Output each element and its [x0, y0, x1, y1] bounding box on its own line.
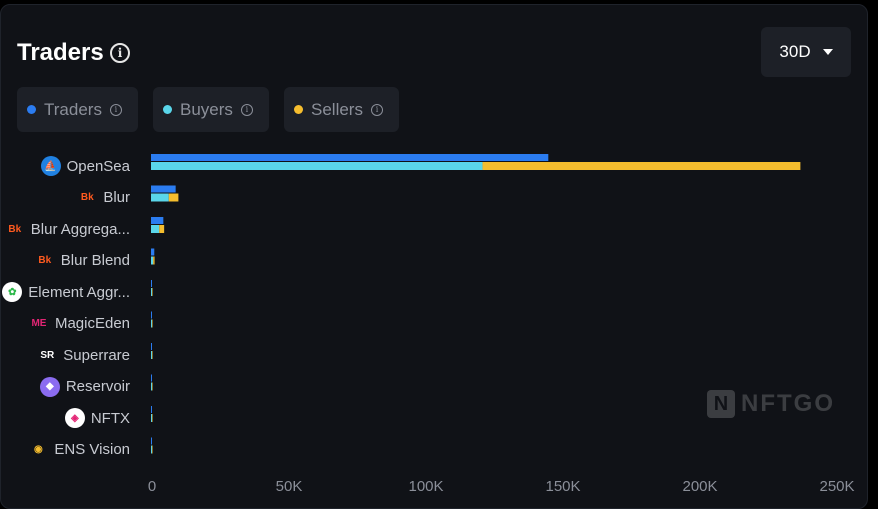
bar-sellers[interactable] — [159, 225, 165, 233]
bar-sellers[interactable] — [152, 319, 153, 328]
category-label: ME MagicEden — [29, 312, 130, 336]
bar-sellers[interactable] — [482, 162, 801, 170]
blur-icon: Bk — [80, 192, 94, 203]
bar-buyers[interactable] — [151, 445, 152, 454]
legend-label: Buyers — [180, 99, 233, 119]
bar-buyers[interactable] — [151, 288, 152, 296]
bar-sellers[interactable] — [152, 414, 153, 422]
category-label-text: ENS Vision — [54, 441, 130, 458]
bar-traders[interactable] — [151, 217, 164, 224]
x-tick-label: 150K — [545, 478, 581, 495]
legend-traders[interactable]: Traders i — [17, 87, 138, 132]
bar-buyers[interactable] — [151, 225, 160, 233]
legend-dot-icon — [27, 105, 36, 114]
category-label: ⛵ OpenSea — [40, 154, 130, 178]
blur-icon: Bk — [38, 255, 52, 266]
x-tick-label: 100K — [408, 478, 444, 495]
category-label: ◆ Reservoir — [39, 375, 130, 399]
bar-traders[interactable] — [151, 343, 152, 350]
element-icon: ✿ — [2, 282, 23, 302]
bar-traders[interactable] — [151, 374, 152, 382]
bar-traders[interactable] — [151, 280, 152, 287]
x-tick-label: 50K — [275, 478, 303, 495]
legend-sellers[interactable]: Sellers i — [284, 87, 399, 132]
bar-buyers[interactable] — [151, 319, 152, 328]
category-label: ✿ Element Aggr... — [2, 280, 130, 304]
bar-buyers[interactable] — [151, 193, 169, 202]
blur-icon: Bk — [8, 223, 22, 235]
bar-traders[interactable] — [151, 248, 155, 256]
info-icon[interactable]: i — [109, 103, 122, 116]
bar-sellers[interactable] — [153, 256, 155, 265]
category-label-text: Blur Aggrega... — [30, 220, 130, 238]
category-label: ◈ NFTX — [64, 406, 130, 430]
x-tick-label: 0 — [147, 478, 157, 495]
bar-traders[interactable] — [151, 185, 176, 193]
caret-down-icon — [822, 49, 833, 55]
category-label: Bk Blur — [77, 186, 130, 210]
category-label-text: MagicEden — [54, 315, 130, 332]
nftx-icon: ◈ — [64, 408, 85, 428]
magiceden-icon: ME — [31, 318, 47, 329]
info-icon[interactable]: i — [370, 103, 383, 116]
bar-buyers[interactable] — [151, 162, 483, 170]
category-label-text: Element Aggr... — [28, 283, 130, 301]
category-label-text: Superrare — [63, 346, 130, 364]
bar-buyers[interactable] — [151, 382, 152, 391]
ens-vision-icon: ◉ — [34, 444, 43, 455]
nftgo-logo-icon: N — [707, 390, 735, 418]
time-range-dropdown[interactable]: 30D — [761, 27, 851, 77]
category-label: Bk Blur Blend — [35, 249, 130, 273]
legend-dot-icon — [163, 105, 172, 114]
category-label: Bk Blur Aggrega... — [5, 217, 130, 241]
category-label-text: Blur — [103, 189, 130, 206]
bar-traders[interactable] — [151, 154, 549, 161]
bar-traders[interactable] — [151, 311, 152, 319]
bar-buyers[interactable] — [151, 414, 152, 422]
legend-label: Traders — [44, 99, 102, 119]
info-icon[interactable]: i — [240, 103, 253, 116]
bar-traders[interactable] — [151, 437, 152, 445]
watermark: N NFTGO — [707, 390, 835, 418]
category-label: SR Superrare — [37, 343, 130, 367]
x-tick-label: 250K — [819, 478, 855, 495]
category-label-text: NFTX — [90, 409, 130, 427]
opensea-icon: ⛵ — [40, 156, 61, 176]
bar-buyers[interactable] — [151, 351, 152, 359]
x-tick-label: 200K — [682, 478, 718, 495]
traders-card: Traders i 30D Traders i Buyers i Sellers… — [0, 4, 868, 509]
bar-traders[interactable] — [151, 406, 152, 413]
legend-dot-icon — [294, 105, 303, 114]
bar-sellers[interactable] — [152, 382, 153, 391]
time-range-label: 30D — [779, 42, 811, 61]
watermark-text: NFTGO — [741, 390, 835, 417]
category-label: ◉ ENS Vision — [28, 438, 130, 462]
bar-sellers[interactable] — [152, 288, 153, 296]
bar-sellers[interactable] — [168, 193, 179, 202]
reservoir-icon: ◆ — [39, 376, 60, 397]
bar-sellers[interactable] — [152, 445, 153, 454]
bar-buyers[interactable] — [151, 256, 154, 265]
category-label-text: Blur Blend — [60, 252, 130, 269]
category-label-text: Reservoir — [65, 378, 130, 395]
bar-sellers[interactable] — [152, 351, 153, 359]
category-label-text: OpenSea — [66, 157, 130, 175]
legend-buyers[interactable]: Buyers i — [153, 87, 269, 132]
info-icon[interactable]: i — [110, 43, 130, 63]
legend-label: Sellers — [311, 99, 363, 119]
card-title: Traders — [17, 39, 104, 66]
superrare-icon: SR — [40, 349, 55, 361]
